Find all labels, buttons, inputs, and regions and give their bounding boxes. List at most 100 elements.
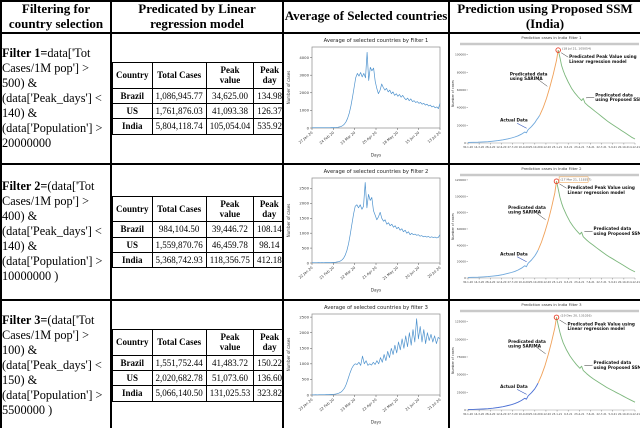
col-peak-value: Peak value <box>205 195 254 223</box>
svg-text:3000: 3000 <box>299 72 309 77</box>
col-peak-value: Peak value <box>205 62 255 89</box>
svg-text:27-7-20: 27-7-20 <box>507 145 517 149</box>
table-row: Brazil 1,551,752.44 41,483.72 150.22 <box>113 354 281 372</box>
peak-value-cell: 39,446.72 <box>205 221 254 238</box>
peak-value-cell: 131,025.53 <box>205 385 255 402</box>
svg-text:2000: 2000 <box>299 201 309 206</box>
peak-value-cell: 105,054.04 <box>205 118 255 135</box>
col-country: Country <box>113 329 153 356</box>
prediction-chart-filter-1: Prediction cases in India Filter 1 0 20000… <box>451 35 639 149</box>
svg-text:5-9-21: 5-9-21 <box>608 280 617 284</box>
svg-text:22-7-21: 22-7-21 <box>597 145 607 149</box>
svg-text:9-12-20: 9-12-20 <box>541 280 551 284</box>
col-peak-day: Peak day <box>252 195 281 223</box>
pred-chart-cell-3: Prediction cases in India Filter 3 0 25000… <box>448 298 640 428</box>
avg-chart-cell-2: Average of selected countries by Filter … <box>282 162 450 301</box>
svg-text:12-6-20: 12-6-20 <box>496 412 506 416</box>
svg-text:20000: 20000 <box>457 123 466 127</box>
svg-text:20-10-21: 20-10-21 <box>618 412 630 416</box>
svg-text:Number of cases: Number of cases <box>451 213 455 240</box>
svg-text:0: 0 <box>464 276 466 280</box>
svg-text:1000: 1000 <box>299 231 309 236</box>
svg-text:Number of cases: Number of cases <box>286 204 291 238</box>
svg-text:500: 500 <box>302 246 310 251</box>
svg-text:9-12-20: 9-12-20 <box>541 412 551 416</box>
svg-text:Actual Data: Actual Data <box>500 384 528 389</box>
prediction-chart-filter-2: Prediction cases in India Filter 2 0 20000… <box>451 166 640 284</box>
peak-value-cell: 118,356.75 <box>205 251 254 269</box>
svg-text:0: 0 <box>307 125 310 130</box>
svg-text:20-10-21: 20-10-21 <box>618 280 630 284</box>
country-cell: US <box>113 103 153 120</box>
svg-text:20 Jul 20: 20 Jul 20 <box>427 266 442 280</box>
total-cases-cell: 1,551,752.44 <box>151 354 207 372</box>
peak-value-cell: 46,459.78 <box>205 236 254 253</box>
country-cell: Brazil <box>113 87 153 105</box>
total-cases-cell: 1,559,870.76 <box>151 236 207 253</box>
svg-text:14-3-20: 14-3-20 <box>474 280 484 284</box>
peak-value-cell: 41,483.72 <box>205 354 255 372</box>
table-row: India 5,804,118.74 105,054.04 535.92 <box>113 118 281 135</box>
peak-day-cell: 535.92 <box>253 118 281 135</box>
svg-text:100000: 100000 <box>455 195 466 199</box>
filter-1-expression: data['Tot Cases/1M pop'] > 500) & (data[… <box>2 45 103 150</box>
svg-text:15 Jun 20: 15 Jun 20 <box>405 130 421 144</box>
peak-day-cell: 126.37 <box>253 103 281 120</box>
svg-text:10-9-20: 10-9-20 <box>519 412 529 416</box>
svg-text:22 Mar 20: 22 Mar 20 <box>340 266 357 281</box>
svg-text:Average of selected countries: Average of selected countries by Filter … <box>324 38 429 44</box>
svg-text:Average of selected countries: Average of selected countries by filter … <box>324 305 428 311</box>
svg-text:Days: Days <box>371 288 381 293</box>
svg-text:30-1-20: 30-1-20 <box>463 412 473 416</box>
svg-text:Days: Days <box>371 419 381 424</box>
avg-chart-filter-2: Average of selected countries by Filter … <box>286 169 442 293</box>
col-total-cases: Total Cases <box>151 329 207 356</box>
svg-text:22 May 20: 22 May 20 <box>382 397 400 413</box>
svg-text:21 Jun 20: 21 Jun 20 <box>405 397 421 411</box>
svg-text:Prediction cases in India Filt: Prediction cases in India Filter 3 <box>521 302 582 307</box>
col-total-cases: Total Cases <box>151 62 207 89</box>
svg-text:12-6-20: 12-6-20 <box>496 280 506 284</box>
svg-text:23-4-21: 23-4-21 <box>574 412 584 416</box>
total-cases-cell: 1,761,876.03 <box>151 103 207 120</box>
total-cases-cell: 984,104.50 <box>151 221 207 238</box>
filter-2-criteria: Filter 2=(data['Tot Cases/1M pop'] > 400… <box>0 162 112 301</box>
header-average: Average of Selected countries <box>282 0 450 34</box>
col-country: Country <box>113 195 153 223</box>
svg-text:23-4-21: 23-4-21 <box>574 280 584 284</box>
table-row: US 2,020,682.78 51,073.60 136.60 <box>113 370 281 387</box>
svg-text:9-3-21: 9-3-21 <box>564 412 573 416</box>
col-total-cases: Total Cases <box>151 195 207 223</box>
svg-text:28-4-20: 28-4-20 <box>485 145 495 149</box>
svg-text:Prediction cases in India Filt: Prediction cases in India Filter 2 <box>521 166 582 171</box>
svg-text:100000: 100000 <box>455 52 466 56</box>
avg-chart-cell-1: Average of selected countries by Filter … <box>282 31 450 165</box>
filter-2-table-cell: Country Total Cases Peak value Peak day … <box>110 162 284 301</box>
svg-text:4-12-21: 4-12-21 <box>630 280 640 284</box>
svg-text:(17 Mar 21, 118357): (17 Mar 21, 118357) <box>561 178 592 182</box>
svg-text:75000: 75000 <box>457 355 466 359</box>
country-cell: India <box>113 251 153 269</box>
svg-text:22-7-21: 22-7-21 <box>597 280 607 284</box>
country-cell: Brazil <box>113 354 153 372</box>
total-cases-cell: 1,086,945.77 <box>151 87 207 105</box>
svg-text:10-9-20: 10-9-20 <box>519 145 529 149</box>
svg-text:125000: 125000 <box>455 319 466 323</box>
svg-text:9-3-21: 9-3-21 <box>564 280 573 284</box>
svg-text:23 Mar 20: 23 Mar 20 <box>340 397 357 412</box>
filter-1-table-cell: Country Total Cases Peak value Peak day … <box>110 31 284 165</box>
svg-text:Number of cases: Number of cases <box>286 338 291 372</box>
results-table-filter-2: Country Total Cases Peak value Peak day … <box>113 195 281 269</box>
svg-text:Actual Data: Actual Data <box>500 118 528 123</box>
svg-text:1500: 1500 <box>299 216 309 221</box>
svg-text:9-3-21: 9-3-21 <box>564 145 573 149</box>
svg-text:Actual Data: Actual Data <box>500 252 528 257</box>
pred-chart-cell-1: Prediction cases in India Filter 1 0 20000… <box>448 31 640 165</box>
svg-text:40000: 40000 <box>457 106 466 110</box>
